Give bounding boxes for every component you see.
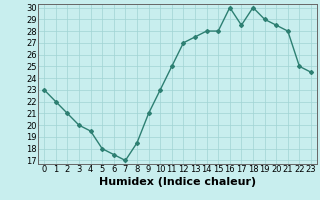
X-axis label: Humidex (Indice chaleur): Humidex (Indice chaleur) (99, 177, 256, 187)
